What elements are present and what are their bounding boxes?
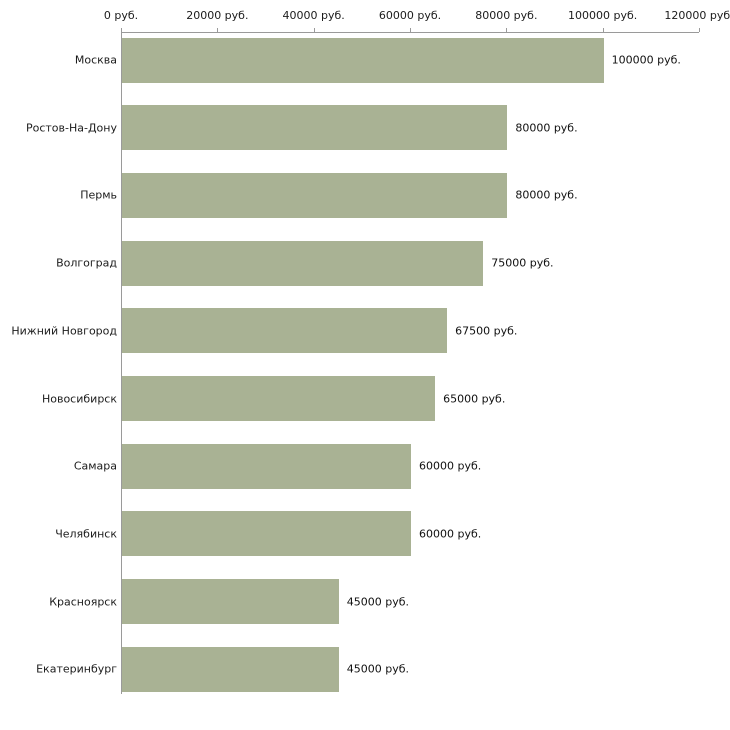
bar-4 [122,240,484,286]
bar-3 [122,172,508,218]
category-label: Москва [74,53,117,67]
bar-2 [122,105,508,151]
value-label: 67500 руб. [455,324,518,338]
x-axis-tick [602,28,604,32]
value-label: 60000 руб. [419,527,482,541]
category-label: Красноярск [49,595,117,609]
value-label: 80000 руб. [515,188,578,202]
value-label: 75000 руб. [491,256,554,270]
value-label: 45000 руб. [346,595,410,609]
x-axis-tick [506,28,508,32]
category-label: Новосибирск [41,392,117,405]
category-label: Самара [73,459,117,473]
bar-9 [122,579,339,625]
x-axis-tick [410,28,411,32]
value-label: 60000 руб. [419,459,482,473]
bar-7 [122,443,411,489]
value-label: 45000 руб. [346,662,410,676]
x-axis-line [121,32,699,33]
x-axis-tick [217,28,219,32]
bar-8 [122,511,411,557]
bar-10 [122,646,339,692]
x-axis-tick [121,28,122,32]
x-axis-tick-label: 40000 руб. [282,9,345,22]
x-axis-tick-label: 80000 руб. [475,9,538,22]
x-axis-tick-label: 120000 руб. [664,9,730,22]
x-axis-tick-label: 0 руб. [103,9,139,22]
value-label: 65000 руб. [443,392,506,405]
x-axis-tick [313,28,315,32]
category-label: Челябинск [55,527,117,541]
bar-5 [122,308,448,354]
value-label: 80000 руб. [515,121,578,135]
x-axis-tick-label: 100000 руб. [568,9,638,22]
category-label: Екатеринбург [36,662,117,676]
category-label: Волгоград [56,256,117,270]
y-axis-line [121,32,122,694]
category-label: Ростов-На-Дону [25,121,117,135]
x-axis-tick [699,28,700,32]
bar-1 [122,37,604,83]
category-label: Нижний Новгород [11,324,117,338]
x-axis-tick-label: 20000 руб. [186,9,249,22]
bar-6 [122,376,436,421]
x-axis-tick-label: 60000 руб. [378,9,442,22]
category-label: Пермь [80,188,117,202]
value-label: 100000 руб. [611,53,681,67]
